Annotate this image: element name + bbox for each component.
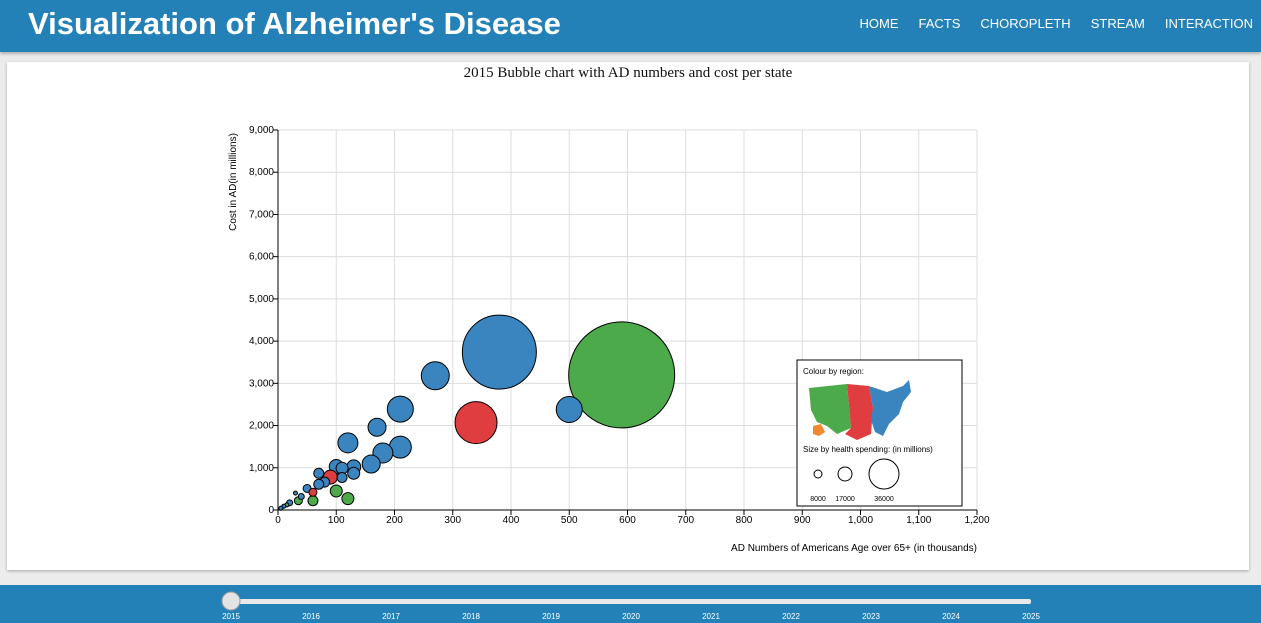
bubble-east[interactable] [337,432,359,454]
legend-size-circle [837,466,853,482]
legend-size-circle [813,469,823,479]
bubble-midwest[interactable] [308,487,318,497]
bubble-east[interactable] [292,490,298,496]
slider-year-label: 2017 [382,612,400,621]
y-tick-label: 1,000 [249,463,274,474]
map-midwest [845,384,873,440]
bubble-east[interactable] [555,396,583,424]
y-tick-label: 5,000 [249,294,274,305]
map-east [869,380,911,436]
legend: Colour by region: Size by health spendin… [796,359,963,507]
y-tick-label: 6,000 [249,252,274,263]
slider-track[interactable] [231,599,1031,604]
x-tick-label: 900 [794,515,811,526]
x-tick-label: 1,100 [906,515,931,526]
bubble-east[interactable] [367,417,387,437]
bubble-west[interactable] [568,321,676,429]
nav-stream[interactable]: STREAM [1090,16,1145,31]
bubble-east[interactable] [336,471,348,483]
slider-year-label: 2015 [222,612,240,621]
x-tick-label: 600 [619,515,636,526]
x-tick-label: 0 [275,515,281,526]
year-slider[interactable]: 2015 2016 2017 2018 2019 2020 2021 2022 2023 2024… [0,585,1261,623]
legend-size-label: 17000 [835,496,855,503]
y-tick-label: 0 [268,505,274,516]
bubble-east[interactable] [386,395,414,423]
bubble-west[interactable] [329,484,343,498]
bubble-west[interactable] [341,492,355,506]
slider-ticks: 2015 2016 2017 2018 2019 2020 2021 2022 2023 2024… [222,612,1040,621]
bubble-chart: 0 100 200 300 400 500 600 700 800 900 1,000 1,100 1,… [228,125,990,554]
slider-year-label: 2022 [782,612,800,621]
map-west [809,384,851,434]
bubble-east[interactable] [461,314,537,390]
legend-size-label: 8000 [810,496,826,503]
nav-home[interactable]: HOME [859,16,899,31]
slider-year-label: 2020 [622,612,640,621]
slider-handle[interactable] [221,591,241,611]
x-tick-label: 1,000 [848,515,873,526]
nav-interaction[interactable]: INTERACTION [1164,16,1253,31]
bubble-east[interactable] [297,492,305,500]
x-tick-label: 800 [736,515,753,526]
legend-sizes: 8000 17000 36000 [810,458,900,503]
y-tick-label: 7,000 [249,209,274,220]
bubble-east[interactable] [420,361,450,391]
slider-year-label: 2023 [862,612,880,621]
bubble-west[interactable] [307,495,319,507]
bubble-midwest[interactable] [454,401,498,445]
x-tick-label: 400 [503,515,520,526]
bubble-east[interactable] [278,505,284,511]
nav-choropleth[interactable]: CHOROPLETH [980,16,1071,31]
bubble-east[interactable] [361,454,381,474]
slider-year-label: 2016 [302,612,320,621]
y-axis-label: Cost in AD(in millions) [228,133,239,231]
bubble-east[interactable] [313,467,325,479]
legend-size-circle [868,458,900,490]
bubble-east[interactable] [347,466,361,480]
y-tick-label: 8,000 [249,167,274,178]
bubbles [278,314,676,511]
legend-size-title: Size by health spending: (in millions) [803,445,933,454]
site-title: Visualization of Alzheimer's Disease [28,6,561,41]
nav-facts[interactable]: FACTS [918,16,961,31]
x-tick-label: 300 [444,515,461,526]
slider-year-label: 2018 [462,612,480,621]
us-region-map [809,380,911,440]
y-tick-label: 3,000 [249,378,274,389]
x-tick-label: 700 [677,515,694,526]
slider-year-label: 2024 [942,612,960,621]
x-axis-label: AD Numbers of Americans Age over 65+ (in… [731,543,977,554]
x-tick-label: 500 [561,515,578,526]
slider-year-label: 2019 [542,612,560,621]
main-nav: HOME FACTS CHOROPLETH STREAM INTERACTION [848,0,1261,48]
axes: 0 100 200 300 400 500 600 700 800 900 1,000 1,100 1,… [249,125,990,526]
legend-size-label: 36000 [874,496,894,503]
header-bar: Visualization of Alzheimer's Disease HOM… [0,0,1261,52]
y-tick-label: 9,000 [249,125,274,136]
chart-title: 2015 Bubble chart with AD numbers and co… [463,65,793,81]
slider-year-label: 2025 [1022,612,1040,621]
map-alaska [813,424,825,436]
x-tick-label: 100 [328,515,345,526]
legend-region-title: Colour by region: [803,367,864,376]
year-slider-bar: 2015 2016 2017 2018 2019 2020 2021 2022 2023 2024… [0,585,1261,623]
x-tick-label: 1,200 [964,515,989,526]
x-tick-label: 200 [386,515,403,526]
y-tick-label: 4,000 [249,336,274,347]
y-tick-label: 2,000 [249,421,274,432]
chart-card: 2015 Bubble chart with AD numbers and co… [7,62,1249,570]
bubble-east[interactable] [313,478,325,490]
slider-year-label: 2021 [702,612,720,621]
